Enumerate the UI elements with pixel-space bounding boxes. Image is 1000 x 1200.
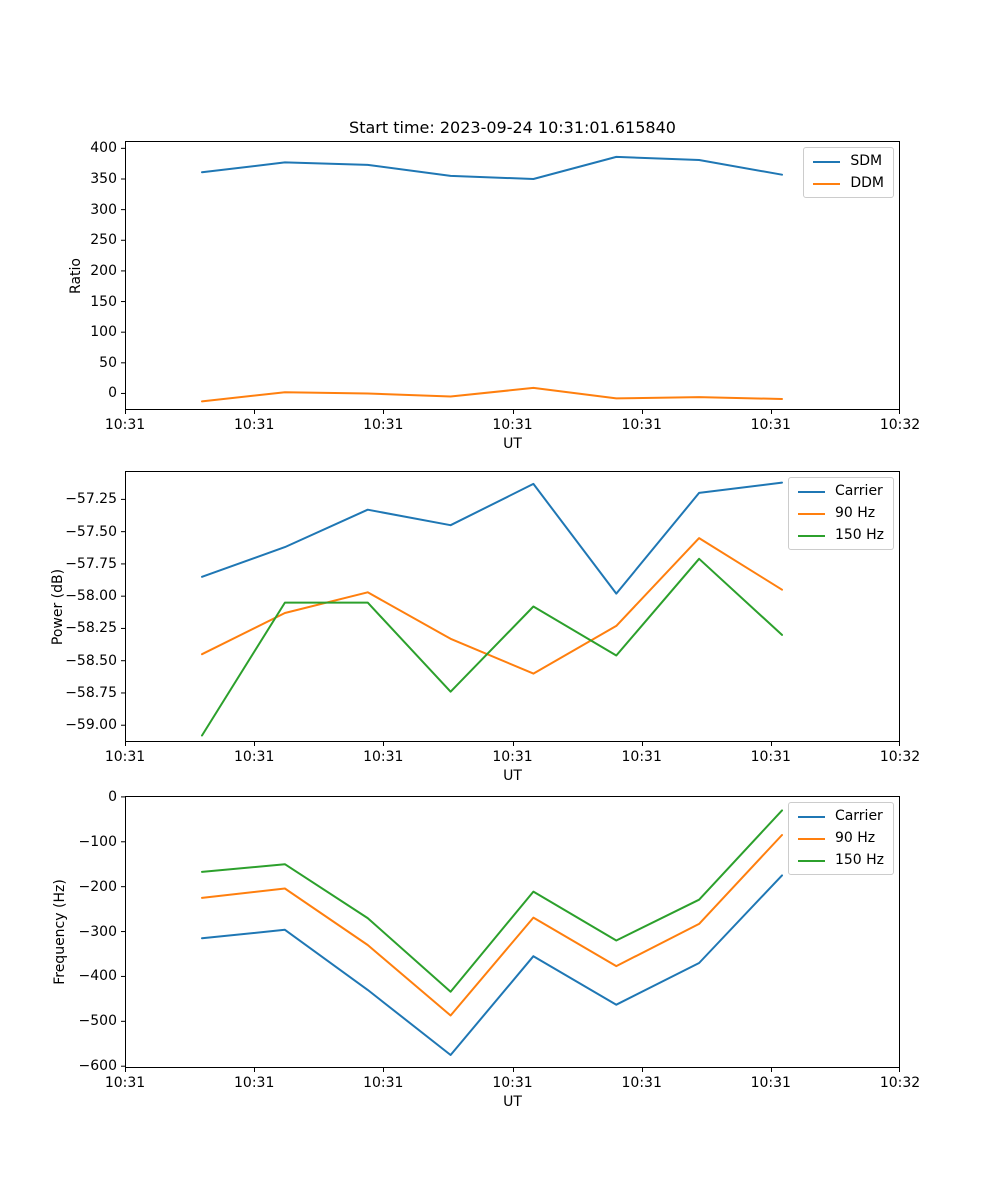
legend-label: Carrier bbox=[834, 483, 883, 499]
y-tick-label: −58.75 bbox=[65, 684, 117, 701]
x-axis-label: UT bbox=[503, 768, 522, 784]
y-tick-label: −59.00 bbox=[65, 717, 117, 734]
series-line-ddm bbox=[201, 386, 783, 403]
legend-line-sample bbox=[797, 859, 825, 862]
x-tick-label: 10:32 bbox=[879, 417, 921, 433]
x-tick-label: 10:31 bbox=[750, 1075, 791, 1091]
legend-item: DDM bbox=[813, 175, 884, 192]
y-tick-label: −57.75 bbox=[65, 555, 117, 572]
x-tick-label: 10:32 bbox=[879, 749, 921, 765]
y-tick-label: 150 bbox=[90, 293, 117, 310]
y-tick-label: −57.25 bbox=[65, 491, 117, 508]
y-tick-label: 350 bbox=[90, 170, 117, 187]
legend-label: 90 Hz bbox=[834, 505, 876, 521]
y-tick-label: 100 bbox=[90, 324, 117, 341]
x-tick-label: 10:31 bbox=[492, 1075, 533, 1091]
series-line-150-hz bbox=[201, 809, 783, 993]
legend: Carrier 90 Hz 150 Hz bbox=[787, 802, 894, 875]
legend-line-sample bbox=[797, 815, 825, 818]
x-tick-label: 10:31 bbox=[363, 417, 404, 433]
legend-item: 90 Hz bbox=[797, 505, 884, 522]
y-tick-label: −57.50 bbox=[65, 523, 117, 540]
x-tick-label: 10:31 bbox=[621, 749, 662, 765]
x-tick-label: 10:31 bbox=[750, 417, 791, 433]
legend-item: Carrier bbox=[797, 808, 884, 825]
legend-label: 90 Hz bbox=[834, 830, 876, 846]
y-tick-label: −500 bbox=[78, 1013, 117, 1030]
y-tick-label: −58.25 bbox=[65, 620, 117, 637]
y-tick-label: 0 bbox=[108, 788, 117, 805]
x-tick-label: 10:31 bbox=[621, 417, 662, 433]
legend: SDM DDM bbox=[803, 147, 894, 198]
tick-marks bbox=[121, 796, 900, 1072]
subplot-frequency: Frequency (Hz) UT 10:31 10:31 10:31 10:31 10… bbox=[52, 789, 920, 1110]
series-line-sdm bbox=[201, 155, 783, 180]
y-tick-label: 50 bbox=[99, 354, 117, 371]
legend: Carrier 90 Hz 150 Hz bbox=[787, 477, 894, 550]
legend-label: DDM bbox=[850, 175, 884, 191]
x-tick-label: 10:31 bbox=[492, 417, 533, 433]
legend-label: 150 Hz bbox=[834, 852, 884, 868]
x-tick-label: 10:31 bbox=[750, 749, 791, 765]
legend-item: 150 Hz bbox=[797, 527, 884, 544]
legend-line-sample bbox=[813, 182, 841, 185]
x-tick-label: 10:31 bbox=[363, 1075, 404, 1091]
legend-line-sample bbox=[797, 512, 825, 515]
x-tick-label: 10:31 bbox=[104, 417, 146, 433]
y-tick-label: 300 bbox=[90, 201, 117, 218]
x-tick-label: 10:31 bbox=[363, 749, 404, 765]
legend-item: 90 Hz bbox=[797, 830, 884, 847]
x-tick-label: 10:31 bbox=[234, 749, 275, 765]
legend-item: Carrier bbox=[797, 483, 884, 500]
y-tick-label: 400 bbox=[90, 140, 117, 157]
y-tick-label: 250 bbox=[90, 232, 117, 249]
x-tick-label: 10:31 bbox=[234, 417, 275, 433]
series-line-90-hz bbox=[201, 537, 783, 675]
legend-label: SDM bbox=[850, 153, 883, 169]
figure-title: Start time: 2023-09-24 10:31:01.615840 bbox=[349, 118, 676, 137]
axes-spines bbox=[125, 141, 900, 410]
y-tick-label: −300 bbox=[78, 923, 117, 940]
x-axis-label: UT bbox=[503, 1094, 522, 1110]
x-tick-label: 10:31 bbox=[234, 1075, 275, 1091]
legend-label: Carrier bbox=[834, 808, 883, 824]
x-tick-label: 10:31 bbox=[104, 749, 146, 765]
legend-label: 150 Hz bbox=[834, 527, 884, 543]
plot-area bbox=[121, 796, 900, 1072]
legend-line-sample bbox=[813, 160, 841, 163]
x-tick-label: 10:31 bbox=[104, 1075, 146, 1091]
x-tick-label: 10:31 bbox=[492, 749, 533, 765]
subplot-ratio: Ratio UT 10:31 10:31 10:31 10:31 10:31 10:31 1… bbox=[68, 140, 920, 452]
y-tick-label: −100 bbox=[78, 833, 117, 850]
series-line-90-hz bbox=[201, 834, 783, 1017]
y-tick-label: −58.00 bbox=[65, 588, 117, 605]
axes-spines bbox=[125, 471, 900, 742]
series-line-carrier bbox=[201, 481, 783, 595]
series-line-150-hz bbox=[201, 557, 783, 737]
legend-line-sample bbox=[797, 534, 825, 537]
legend-line-sample bbox=[797, 837, 825, 840]
subplot-power: Power (dB) UT 10:31 10:31 10:31 10:31 10:31 1… bbox=[50, 471, 920, 784]
axes-spines bbox=[125, 796, 900, 1068]
y-tick-label: −400 bbox=[78, 968, 117, 985]
legend-item: 150 Hz bbox=[797, 852, 884, 869]
plot-area bbox=[121, 471, 900, 746]
x-axis-label: UT bbox=[503, 436, 522, 452]
x-tick-label: 10:31 bbox=[621, 1075, 662, 1091]
y-tick-label: −58.50 bbox=[65, 652, 117, 669]
series-line-carrier bbox=[201, 874, 783, 1056]
y-tick-label: 0 bbox=[108, 385, 117, 402]
y-tick-label: 200 bbox=[90, 262, 117, 279]
legend-item: SDM bbox=[813, 153, 884, 170]
tick-marks bbox=[121, 498, 900, 746]
y-tick-label: −200 bbox=[78, 878, 117, 895]
plot-area bbox=[121, 141, 900, 414]
x-tick-label: 10:32 bbox=[879, 1075, 921, 1091]
y-tick-label: −600 bbox=[78, 1058, 117, 1075]
legend-line-sample bbox=[797, 490, 825, 493]
tick-marks bbox=[121, 147, 900, 414]
